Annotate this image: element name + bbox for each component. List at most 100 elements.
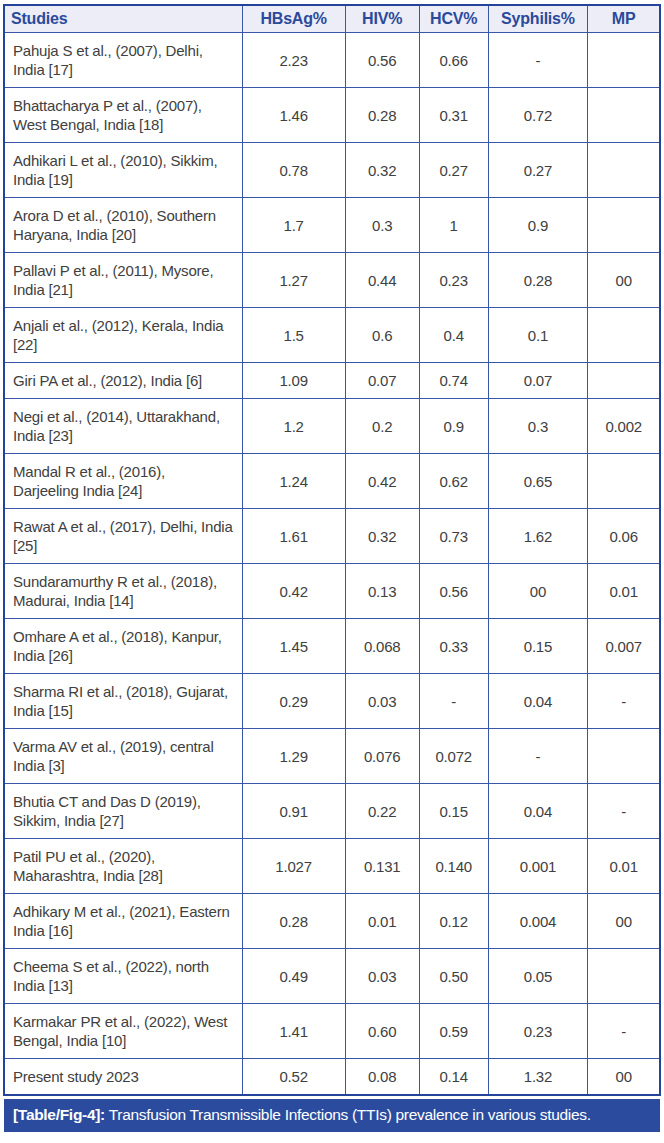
value-cell-mp: 0.01: [588, 839, 660, 894]
value-cell-mp: 0.007: [588, 619, 660, 674]
study-cell: Sundaramurthy R et al., (2018), Madurai,…: [4, 564, 242, 619]
value-cell-hbsag: 1.45: [242, 619, 345, 674]
study-cell: Bhattacharya P et al., (2007), West Beng…: [4, 88, 242, 143]
value-cell-mp: 00: [588, 253, 660, 308]
value-cell-mp: [588, 198, 660, 253]
value-cell-hbsag: 0.78: [242, 143, 345, 198]
value-cell-hcv: 0.62: [419, 454, 488, 509]
table-caption: [Table/Fig-4]: Transfusion Transmissible…: [4, 1099, 660, 1132]
table-row: Pahuja S et al., (2007), Delhi, India [1…: [4, 33, 660, 88]
study-cell: Omhare A et al., (2018), Kanpur, India […: [4, 619, 242, 674]
value-cell-mp: -: [588, 784, 660, 839]
value-cell-hbsag: 0.91: [242, 784, 345, 839]
value-cell-hcv: 0.27: [419, 143, 488, 198]
table-row: Sundaramurthy R et al., (2018), Madurai,…: [4, 564, 660, 619]
value-cell-mp: 0.002: [588, 399, 660, 454]
value-cell-hbsag: 2.23: [242, 33, 345, 88]
column-header-hcv: HCV%: [419, 5, 488, 33]
table-row: Bhutia CT and Das D (2019), Sikkim, Indi…: [4, 784, 660, 839]
value-cell-syphilis: 0.72: [488, 88, 588, 143]
value-cell-hcv: 0.31: [419, 88, 488, 143]
study-cell: Adhikari L et al., (2010), Sikkim, India…: [4, 143, 242, 198]
value-cell-hiv: 0.07: [345, 363, 419, 399]
value-cell-hcv: 1: [419, 198, 488, 253]
value-cell-hcv: 0.66: [419, 33, 488, 88]
study-cell: Rawat A et al., (2017), Delhi, India [25…: [4, 509, 242, 564]
value-cell-syphilis: 0.27: [488, 143, 588, 198]
value-cell-hcv: 0.33: [419, 619, 488, 674]
study-cell: Pahuja S et al., (2007), Delhi, India [1…: [4, 33, 242, 88]
value-cell-syphilis: 0.3: [488, 399, 588, 454]
table-row: Karmakar PR et al., (2022), West Bengal,…: [4, 1004, 660, 1059]
value-cell-mp: [588, 308, 660, 363]
value-cell-hiv: 0.068: [345, 619, 419, 674]
value-cell-hbsag: 1.027: [242, 839, 345, 894]
column-header-mp: MP: [588, 5, 660, 33]
value-cell-mp: [588, 729, 660, 784]
value-cell-hcv: 0.74: [419, 363, 488, 399]
value-cell-hiv: 0.076: [345, 729, 419, 784]
value-cell-hcv: 0.59: [419, 1004, 488, 1059]
value-cell-hcv: 0.12: [419, 894, 488, 949]
value-cell-hcv: -: [419, 674, 488, 729]
study-cell: Karmakar PR et al., (2022), West Bengal,…: [4, 1004, 242, 1059]
table-row: Present study 2023 0.52 0.08 0.14 1.32 0…: [4, 1059, 660, 1096]
column-header-hiv: HIV%: [345, 5, 419, 33]
value-cell-mp: [588, 88, 660, 143]
value-cell-syphilis: 0.04: [488, 674, 588, 729]
table-body: Pahuja S et al., (2007), Delhi, India [1…: [4, 33, 660, 1096]
value-cell-mp: 00: [588, 894, 660, 949]
value-cell-hcv: 0.140: [419, 839, 488, 894]
value-cell-syphilis: 1.32: [488, 1059, 588, 1096]
column-header-hbsag: HBsAg%: [242, 5, 345, 33]
table-row: Bhattacharya P et al., (2007), West Beng…: [4, 88, 660, 143]
value-cell-syphilis: 0.28: [488, 253, 588, 308]
table-row: Negi et al., (2014), Uttarakhand, India …: [4, 399, 660, 454]
table-row: Arora D et al., (2010), Southern Haryana…: [4, 198, 660, 253]
caption-label: [Table/Fig-4]:: [13, 1106, 105, 1123]
value-cell-hbsag: 0.42: [242, 564, 345, 619]
value-cell-hcv: 0.14: [419, 1059, 488, 1096]
value-cell-syphilis: -: [488, 729, 588, 784]
value-cell-hcv: 0.15: [419, 784, 488, 839]
value-cell-syphilis: 0.05: [488, 949, 588, 1004]
study-cell: Negi et al., (2014), Uttarakhand, India …: [4, 399, 242, 454]
value-cell-hiv: 0.56: [345, 33, 419, 88]
study-cell: Anjali et al., (2012), Kerala, India [22…: [4, 308, 242, 363]
value-cell-hiv: 0.6: [345, 308, 419, 363]
value-cell-hiv: 0.131: [345, 839, 419, 894]
study-cell: Pallavi P et al., (2011), Mysore, India …: [4, 253, 242, 308]
value-cell-syphilis: 0.9: [488, 198, 588, 253]
value-cell-syphilis: 00: [488, 564, 588, 619]
value-cell-syphilis: 0.65: [488, 454, 588, 509]
value-cell-hbsag: 0.49: [242, 949, 345, 1004]
value-cell-mp: [588, 33, 660, 88]
study-cell: Adhikary M et al., (2021), Eastern India…: [4, 894, 242, 949]
table-row: Anjali et al., (2012), Kerala, India [22…: [4, 308, 660, 363]
value-cell-mp: [588, 363, 660, 399]
table-row: Rawat A et al., (2017), Delhi, India [25…: [4, 509, 660, 564]
value-cell-hiv: 0.32: [345, 509, 419, 564]
value-cell-mp: 0.01: [588, 564, 660, 619]
value-cell-hbsag: 1.27: [242, 253, 345, 308]
value-cell-hbsag: 1.5: [242, 308, 345, 363]
value-cell-hiv: 0.32: [345, 143, 419, 198]
table-row: Giri PA et al., (2012), India [6] 1.09 0…: [4, 363, 660, 399]
value-cell-syphilis: 1.62: [488, 509, 588, 564]
page: Studies HBsAg% HIV% HCV% Syphilis% MP Pa…: [0, 0, 664, 1132]
value-cell-hcv: 0.072: [419, 729, 488, 784]
value-cell-mp: 0.06: [588, 509, 660, 564]
value-cell-mp: 00: [588, 1059, 660, 1096]
table-row: Mandal R et al., (2016), Darjeeling Indi…: [4, 454, 660, 509]
study-cell: Sharma RI et al., (2018), Gujarat, India…: [4, 674, 242, 729]
value-cell-hiv: 0.01: [345, 894, 419, 949]
caption-text: Transfusion Transmissible Infections (TT…: [109, 1106, 591, 1123]
value-cell-syphilis: -: [488, 33, 588, 88]
value-cell-mp: -: [588, 1004, 660, 1059]
value-cell-syphilis: 0.001: [488, 839, 588, 894]
table-row: Patil PU et al., (2020), Maharashtra, In…: [4, 839, 660, 894]
value-cell-hiv: 0.60: [345, 1004, 419, 1059]
header-row: Studies HBsAg% HIV% HCV% Syphilis% MP: [4, 5, 660, 33]
value-cell-hiv: 0.42: [345, 454, 419, 509]
value-cell-hiv: 0.03: [345, 674, 419, 729]
